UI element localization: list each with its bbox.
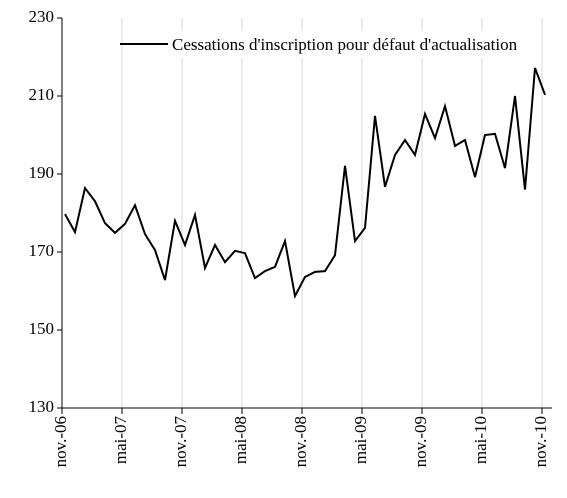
x-tick-label: mai-07 [111, 416, 130, 465]
y-tick-label: 170 [29, 241, 55, 260]
legend-label: Cessations d'inscription pour défaut d'a… [172, 31, 532, 58]
y-tick-label: 190 [29, 163, 55, 182]
x-tick-label: nov.-08 [291, 416, 310, 467]
x-tick-label: nov.-10 [531, 416, 550, 467]
y-tick-label: 130 [29, 397, 55, 416]
y-tick-label: 210 [29, 85, 55, 104]
x-tick-label: nov.-07 [171, 416, 190, 468]
series-line [64, 67, 546, 300]
x-tick-label: mai-10 [471, 416, 490, 464]
y-tick-label: 150 [29, 319, 55, 338]
x-tick-label: mai-09 [351, 416, 370, 464]
x-tick-label: nov.-06 [51, 416, 70, 467]
x-tick-label: mai-08 [231, 416, 250, 464]
x-tick-label: nov.-09 [411, 416, 430, 467]
y-tick-label: 230 [29, 7, 55, 26]
